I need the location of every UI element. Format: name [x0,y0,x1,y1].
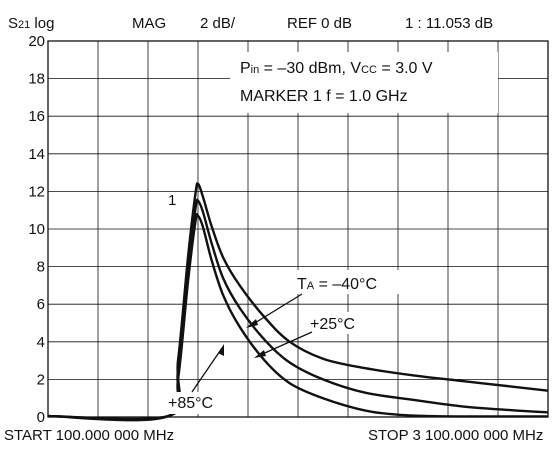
conditions-line-2: MARKER 1 f = 1.0 GHz [240,88,408,105]
header-scale: 2 dB/ [200,15,236,32]
y-tick-label: 8 [37,259,45,276]
y-tick-label: 2 [37,371,45,388]
conditions-box [230,52,498,113]
header-marker-readout: 1 : 11.053 dB [405,15,493,32]
series-label-plus25: +25°C [310,316,355,333]
callout-arrow-plus85 [218,344,224,356]
y-tick-label: 6 [37,296,45,313]
y-tick-label: 14 [28,146,45,163]
callout-arrow-plus25 [254,350,266,358]
marker-1-label: 1 [168,192,176,209]
y-axis-tick-labels: 0 2 4 6 8 10 12 14 16 18 20 [28,33,45,426]
y-tick-label: 10 [28,221,45,238]
series-label-minus40: TA = –40°C [297,276,377,293]
series-label-bg-plus25 [308,312,368,334]
trace-series-2 [47,212,549,421]
callout-arrow-minus40 [246,319,258,328]
series-label-plus85: +85°C [168,395,213,412]
conditions-line-1: Pin = –30 dBm, VCC = 3.0 V [240,60,433,77]
y-tick-label: 16 [28,108,45,125]
traces [47,182,549,422]
callout-line-plus85 [191,347,223,393]
header-format: MAG [132,15,166,32]
start-frequency: START 100.000 000 MHz [4,427,174,444]
series-label-bg-plus85 [166,392,230,414]
stop-frequency: STOP 3 100.000 000 MHz [368,427,543,444]
y-tick-label: 4 [37,334,45,351]
header-reference: REF 0 dB [287,15,352,32]
callout-line-plus25 [257,331,313,357]
y-tick-label: 20 [28,33,45,50]
callout-line-minus40 [249,293,303,327]
series-label-bg-minus40 [294,270,402,294]
header-parameter: S21 log [8,15,54,32]
y-tick-label: 0 [37,409,45,426]
y-tick-label: 18 [28,71,45,88]
y-tick-label: 12 [28,183,45,200]
